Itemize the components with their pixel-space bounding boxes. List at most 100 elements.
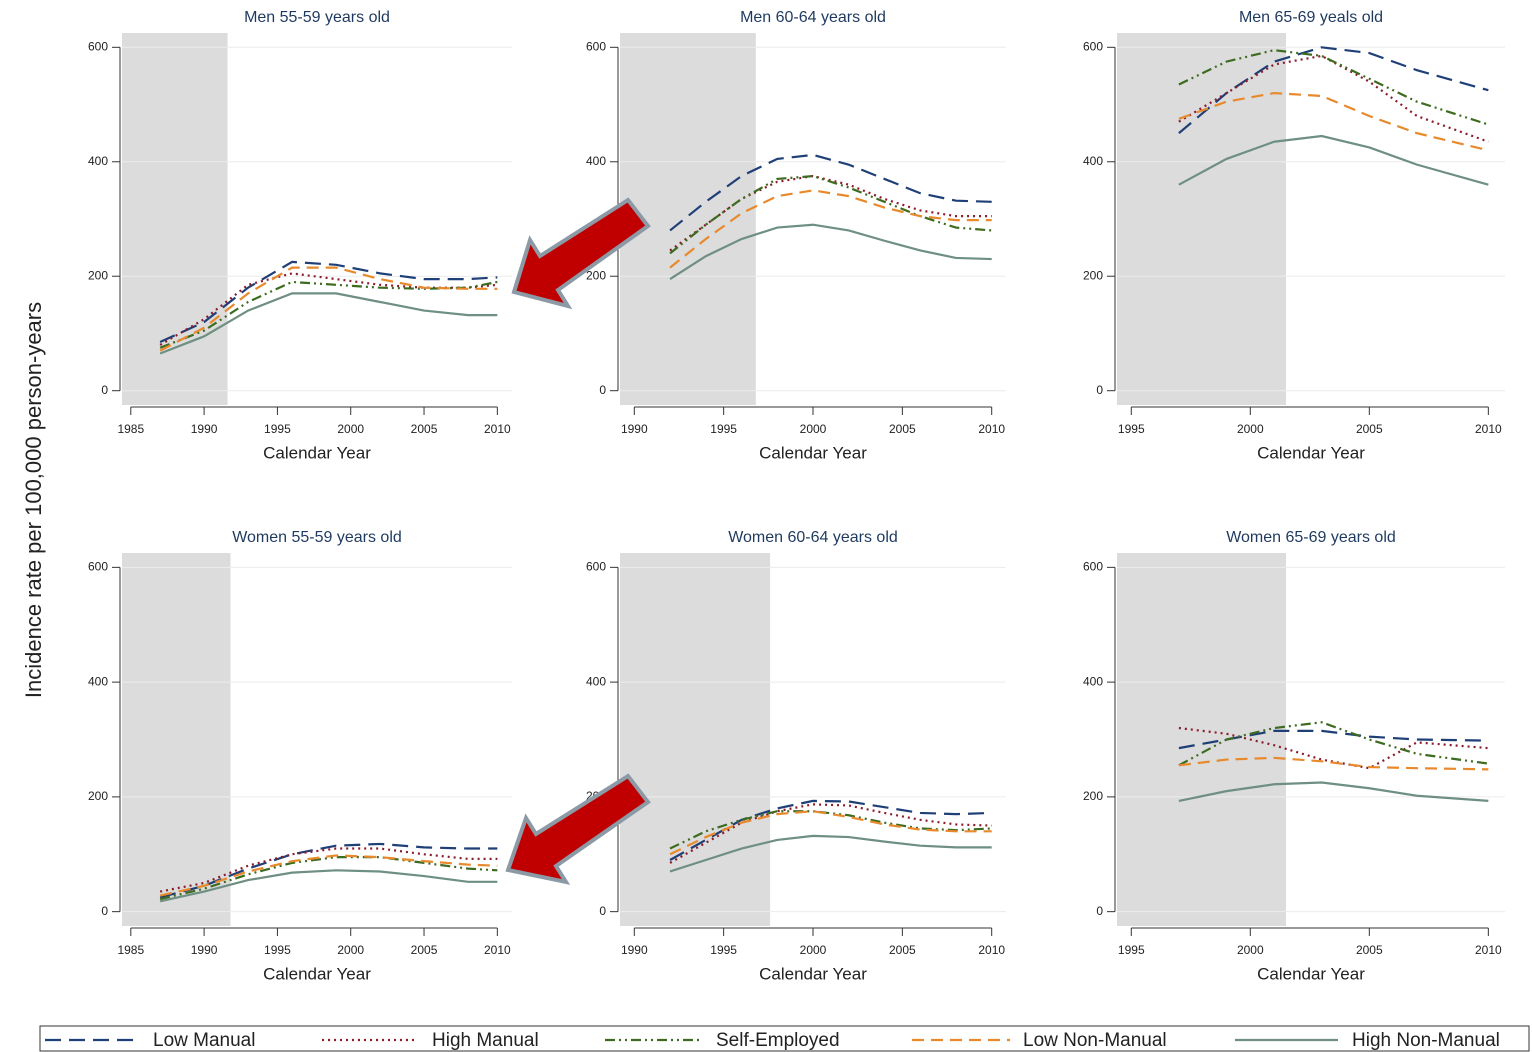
y-tick-label: 400 — [586, 674, 606, 688]
series-line — [669, 834, 992, 873]
x-tick-label: 1995 — [264, 422, 291, 436]
x-tick-label: 2005 — [1356, 943, 1383, 957]
shaded-period — [1117, 553, 1287, 926]
panel-title: Women 55-59 years old — [232, 529, 402, 546]
x-tick-label: 2010 — [1475, 422, 1502, 436]
panel-title: Women 60-64 years old — [728, 529, 898, 546]
y-tick-label: 0 — [101, 383, 108, 397]
y-tick-label: 200 — [586, 268, 606, 282]
x-tick-label: 2005 — [411, 943, 438, 957]
x-tick-label: 2010 — [978, 943, 1005, 957]
series-line — [159, 856, 498, 901]
legend: Low Manual High Manual Self-Employed Low No… — [39, 1025, 1530, 1052]
y-tick-label: 0 — [1096, 383, 1103, 397]
panel: 0 200 400 600 1995 2000 2005 2010 Men 65-69 yeal… — [1083, 9, 1505, 462]
series-line — [159, 260, 498, 344]
x-tick-label: 2005 — [889, 943, 916, 957]
series-line — [159, 266, 498, 352]
x-tick-label: 2000 — [1237, 943, 1264, 957]
y-tick-label: 400 — [1083, 154, 1103, 168]
panel-title: Men 60-64 years old — [740, 9, 886, 26]
series-line — [159, 854, 498, 897]
y-tick-label: 600 — [586, 560, 606, 574]
y-tick-label: 600 — [1083, 560, 1103, 574]
legend-label: Low Manual — [153, 1030, 255, 1051]
x-tick-label: 2000 — [800, 422, 827, 436]
legend-label: Low Non-Manual — [1023, 1030, 1167, 1051]
x-axis-label: Calendar Year — [263, 443, 371, 462]
x-tick-label: 1990 — [621, 422, 648, 436]
x-tick-label: 1995 — [1118, 943, 1145, 957]
series-line — [669, 803, 992, 864]
legend-label: Self-Employed — [716, 1030, 840, 1051]
x-tick-label: 2010 — [484, 943, 511, 957]
x-axis-label: Calendar Year — [759, 443, 867, 462]
y-tick-label: 600 — [586, 39, 606, 53]
x-tick-label: 1995 — [710, 943, 737, 957]
shaded-period — [122, 33, 228, 405]
x-axis-label: Calendar Year — [1257, 964, 1365, 983]
y-tick-label: 600 — [88, 560, 108, 574]
panel: 020040060019901995200020052010Women 60-6… — [586, 529, 1006, 983]
series-line — [1178, 781, 1489, 802]
panel-title: Women 65-69 years old — [1226, 529, 1396, 546]
x-tick-label: 2010 — [978, 422, 1005, 436]
series-line — [669, 153, 992, 232]
panel: 0 200 400 600 1990 1995 2000 2005 2010 Men 60-64 … — [586, 9, 1006, 462]
legend-label: High Non-Manual — [1352, 1030, 1500, 1051]
y-tick-label: 200 — [1083, 789, 1103, 803]
y-axis-label: Incidence rate per 100,000 person-years — [21, 302, 46, 698]
series-line — [669, 189, 992, 269]
arrow — [505, 773, 651, 885]
legend-box — [39, 1025, 1530, 1052]
x-tick-label: 1995 — [264, 943, 291, 957]
series-line — [1178, 756, 1489, 771]
y-tick-label: 400 — [1083, 674, 1103, 688]
series-line — [1178, 54, 1489, 143]
x-axis-label: Calendar Year — [759, 964, 867, 983]
y-tick-label: 0 — [1096, 904, 1103, 918]
panel: 0 200 400 600 1985 1990 1995 2000 2005 2010 Women … — [88, 529, 512, 983]
panel: 0 200 400 600 1985 1990 1995 2000 2005 2010 Men 55… — [88, 9, 512, 462]
y-tick-label: 400 — [88, 154, 108, 168]
series-line — [669, 810, 992, 850]
x-tick-label: 2010 — [1475, 943, 1502, 957]
x-tick-label: 2005 — [889, 422, 916, 436]
panel-title: Men 55-59 years old — [244, 9, 390, 26]
arrow — [511, 197, 651, 310]
x-tick-label: 2010 — [484, 422, 511, 436]
y-tick-label: 0 — [599, 904, 606, 918]
shaded-period — [1117, 33, 1287, 405]
y-tick-label: 400 — [586, 154, 606, 168]
series-line — [669, 174, 992, 255]
y-tick-label: 0 — [101, 904, 108, 918]
x-tick-label: 1995 — [1118, 422, 1145, 436]
series-line — [669, 223, 992, 281]
series-line — [669, 810, 992, 856]
series-line — [1178, 721, 1489, 767]
x-tick-label: 1985 — [117, 422, 144, 436]
shaded-period — [122, 553, 231, 926]
x-tick-label: 1995 — [710, 422, 737, 436]
y-tick-label: 200 — [88, 268, 108, 282]
y-tick-label: 600 — [1083, 39, 1103, 53]
arrows — [505, 197, 651, 885]
y-tick-label: 400 — [88, 674, 108, 688]
x-axis-label: Calendar Year — [1257, 443, 1365, 462]
series-line — [1178, 134, 1489, 186]
x-tick-label: 2000 — [337, 422, 364, 436]
y-tick-label: 0 — [599, 383, 606, 397]
x-tick-label: 1990 — [621, 943, 648, 957]
shaded-period — [620, 553, 771, 926]
x-axis-label: Calendar Year — [263, 964, 371, 983]
series-line — [159, 847, 498, 893]
x-tick-label: 1990 — [191, 943, 218, 957]
x-tick-label: 1985 — [117, 943, 144, 957]
series-line — [1178, 91, 1489, 152]
x-tick-label: 1990 — [191, 422, 218, 436]
x-tick-label: 2005 — [411, 422, 438, 436]
y-tick-label: 600 — [88, 39, 108, 53]
x-tick-label: 2000 — [1237, 422, 1264, 436]
x-tick-label: 2000 — [800, 943, 827, 957]
